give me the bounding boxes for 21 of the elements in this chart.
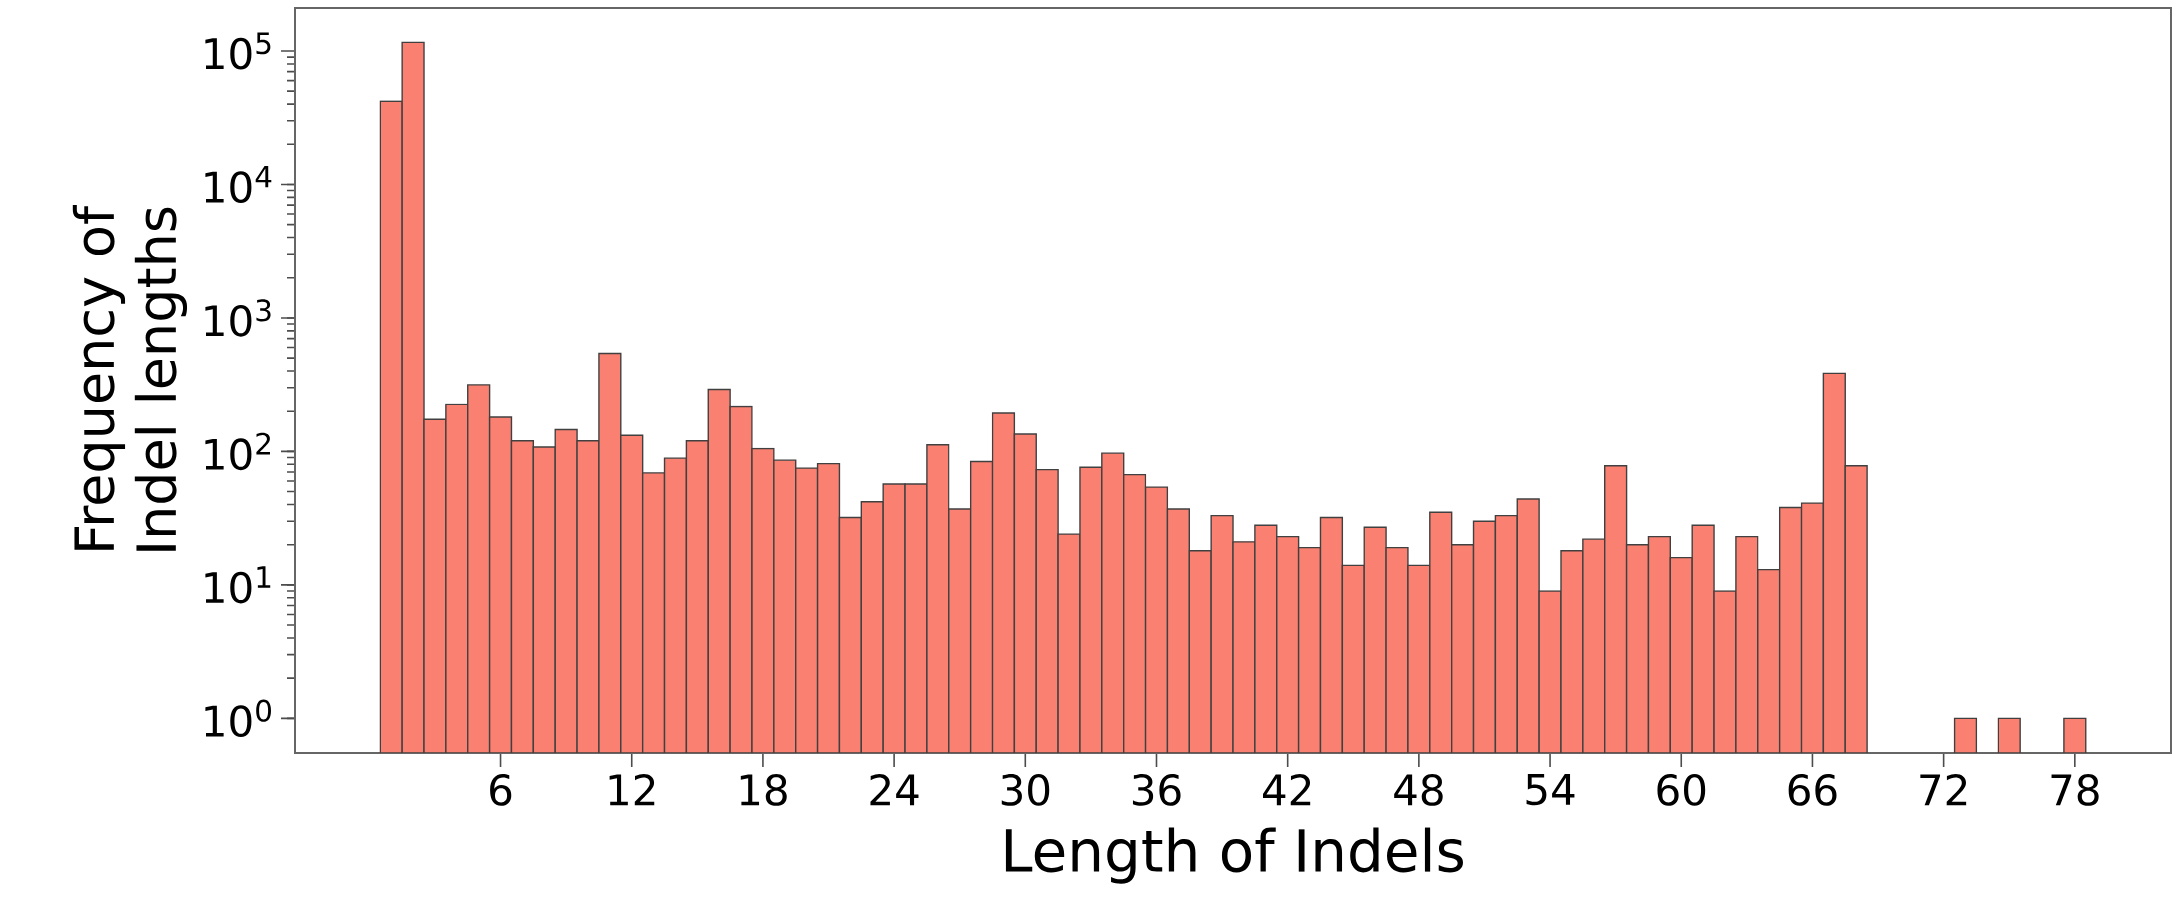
x-tick-label: 42 bbox=[1263, 774, 1311, 806]
x-tick-label: 24 bbox=[870, 774, 919, 806]
y-tick-label: 10$^{2}$ bbox=[205, 432, 270, 471]
y-tick-label: 10$^{5}$ bbox=[205, 32, 271, 70]
x-tick-label: 78 bbox=[2051, 774, 2099, 806]
y-axis-title: Frequency of Indel lengths bbox=[72, 204, 188, 551]
y-tick-label: 10$^{4}$ bbox=[205, 165, 272, 203]
x-tick-label: 30 bbox=[1001, 774, 1050, 806]
x-tick-label: 72 bbox=[1920, 774, 1967, 806]
x-tick-label: 54 bbox=[1526, 774, 1575, 806]
y-tick-label: 10$^{1}$ bbox=[205, 566, 271, 604]
y-tick-label: 10$^{3}$ bbox=[205, 299, 271, 337]
x-tick-label: 60 bbox=[1657, 774, 1706, 806]
x-tick-label: 12 bbox=[609, 774, 655, 806]
x-tick-label: 66 bbox=[1788, 774, 1837, 806]
y-tick-label: 10$^{0}$ bbox=[205, 699, 271, 738]
x-tick-label: 48 bbox=[1394, 774, 1443, 806]
x-axis-title: Length of Indels bbox=[1005, 827, 1463, 884]
x-tick-label: 36 bbox=[1132, 774, 1181, 806]
x-tick-label: 6 bbox=[490, 774, 512, 806]
x-tick-label: 18 bbox=[740, 774, 787, 806]
